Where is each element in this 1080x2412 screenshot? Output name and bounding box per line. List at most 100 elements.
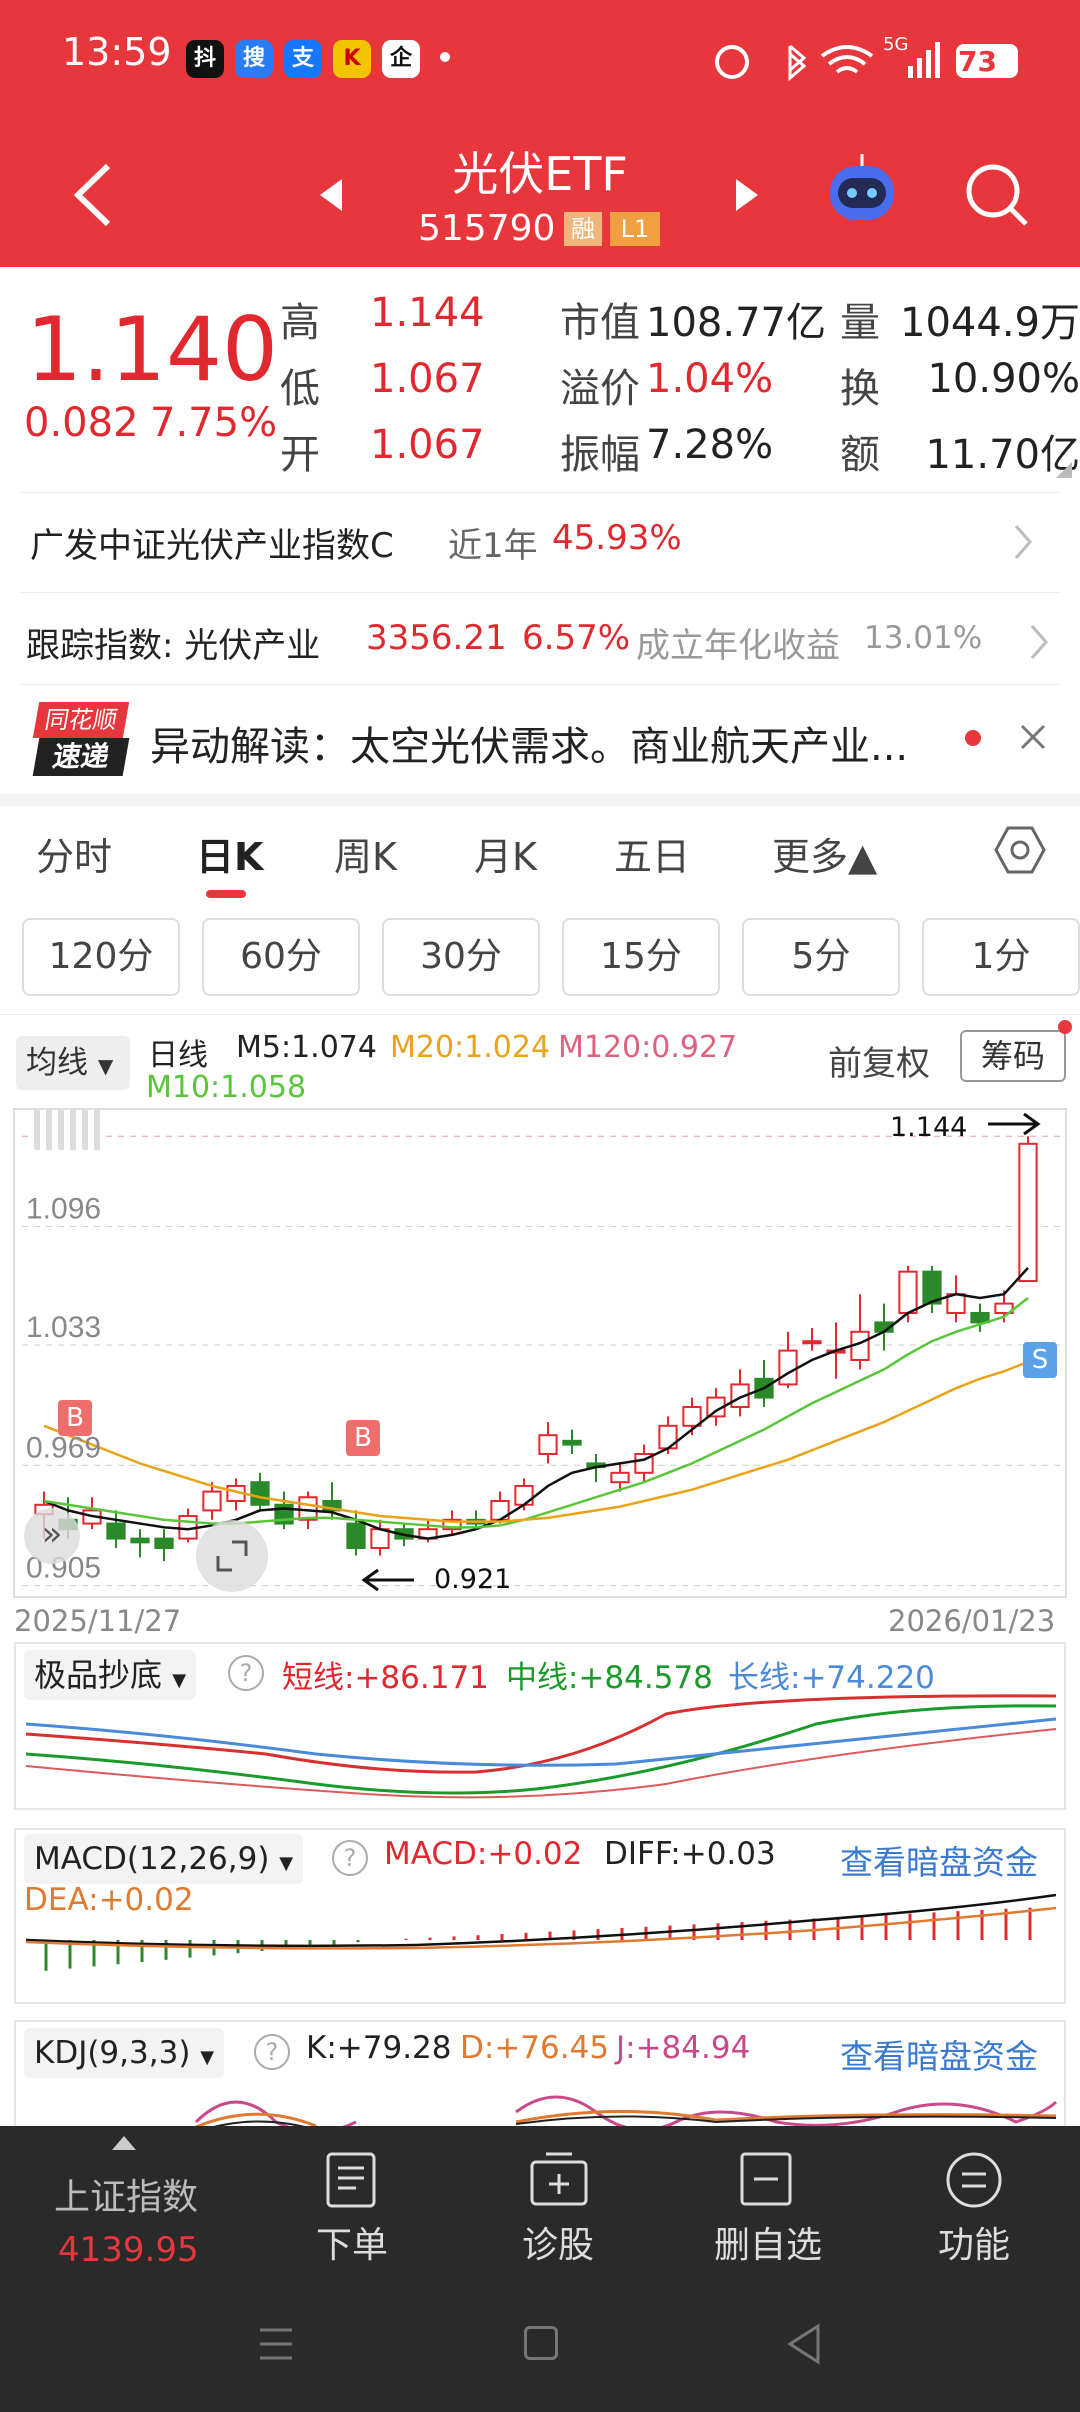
margin-badge: 融 <box>564 212 602 246</box>
tab-monthly-k[interactable]: 月K <box>474 835 537 879</box>
candle-down <box>922 1270 942 1305</box>
tab-more[interactable]: 更多▲ <box>772 835 878 879</box>
last-price: 1.140 <box>26 298 278 401</box>
robot-assistant-icon[interactable] <box>822 152 902 232</box>
arrow-right-icon <box>988 1112 1041 1136</box>
candle-up <box>778 1349 798 1386</box>
news-headline[interactable]: 异动解读：太空光伏需求。商业航天产业... <box>150 724 909 770</box>
seg-120min[interactable]: 120分 <box>22 918 180 996</box>
app-header: 13:59 抖 搜 支 K 企 5G 73 光伏ETF 515790 融 L1 <box>0 0 1080 267</box>
high-label: 1.144 <box>890 1112 968 1143</box>
seg-5min[interactable]: 5分 <box>742 918 900 996</box>
indicator-1-select[interactable]: 极品抄底 ▼ <box>24 1650 197 1700</box>
seg-1min[interactable]: 1分 <box>922 918 1080 996</box>
status-time: 13:59 <box>62 30 172 74</box>
stat-label: 溢价 <box>560 366 640 412</box>
corner-expand-icon[interactable] <box>1056 462 1072 478</box>
stock-code: 515790 <box>418 208 556 249</box>
candle-up <box>1018 1142 1038 1283</box>
next-stock-button[interactable] <box>732 175 762 215</box>
index-name[interactable]: 上证指数 <box>54 2177 199 2218</box>
tab-daily-k[interactable]: 日K <box>196 835 264 879</box>
stat-value: 10.90% <box>927 356 1080 402</box>
tab-five-day[interactable]: 五日 <box>614 835 691 879</box>
seg-60min[interactable]: 60分 <box>202 918 360 996</box>
ind1-mid: 中线:+84.578 <box>506 1660 713 1696</box>
sell-marker-icon[interactable]: S <box>1023 1342 1057 1378</box>
unread-dot-icon <box>965 730 981 746</box>
tab-timeshare[interactable]: 分时 <box>36 835 113 879</box>
settings-icon[interactable] <box>994 824 1046 876</box>
candle-down <box>154 1537 174 1550</box>
prev-stock-button[interactable] <box>316 175 346 215</box>
dark-pool-link[interactable]: 查看暗盘资金 <box>840 2037 1038 2076</box>
seg-30min[interactable]: 30分 <box>382 918 540 996</box>
candle-down <box>970 1312 990 1324</box>
low-label: 0.921 <box>434 1564 512 1595</box>
close-icon[interactable] <box>1018 722 1048 752</box>
system-recent-apps-icon[interactable] <box>256 2322 296 2366</box>
arrow-left-icon <box>361 1568 414 1592</box>
indicator-3-select[interactable]: KDJ(9,3,3) ▼ <box>24 2028 225 2078</box>
stat-label: 市值 <box>560 300 640 346</box>
seg-15min[interactable]: 15分 <box>562 918 720 996</box>
page-title: 光伏ETF <box>452 147 628 201</box>
track-index-label: 跟踪指数: 光伏产业 <box>26 626 321 666</box>
candle-down <box>250 1481 270 1506</box>
stat-label: 低 <box>280 366 320 412</box>
macd-chart <box>25 1893 1057 1971</box>
system-home-icon[interactable] <box>524 2326 558 2360</box>
ma20-value: M20:1.024 <box>390 1030 551 1065</box>
fullscreen-icon[interactable] <box>196 1520 268 1592</box>
system-back-icon[interactable] <box>784 2322 824 2366</box>
macd-panel[interactable] <box>14 1828 1066 2004</box>
expand-left-icon[interactable]: » <box>24 1508 80 1564</box>
nav-functions[interactable]: 功能 <box>937 2225 1010 2266</box>
candle-up <box>898 1270 918 1314</box>
fund-name[interactable]: 广发中证光伏产业指数C <box>30 526 394 566</box>
dea-value: DEA:+0.02 <box>24 1882 194 1918</box>
nav-diagnose[interactable]: 诊股 <box>521 2225 594 2266</box>
chevron-right-icon[interactable] <box>1026 622 1052 662</box>
nav-remove-favorite[interactable]: 删自选 <box>713 2225 822 2266</box>
search-app-icon: 搜 <box>235 40 273 78</box>
chip-button[interactable]: 筹码 <box>960 1030 1066 1082</box>
tiktok-icon: 抖 <box>186 40 224 78</box>
qq-icon: 企 <box>382 40 420 78</box>
search-icon[interactable] <box>962 160 1032 230</box>
tab-weekly-k[interactable]: 周K <box>334 835 397 879</box>
adjust-mode[interactable]: 前复权 <box>828 1044 930 1084</box>
nav-order[interactable]: 下单 <box>315 2225 388 2266</box>
ma-select[interactable]: 均线 ▼ <box>16 1036 130 1090</box>
fund-period: 近1年 <box>448 526 538 566</box>
wifi-icon <box>820 45 874 74</box>
help-icon[interactable]: ? <box>254 2034 290 2070</box>
kdj-d: D:+76.45 <box>460 2030 610 2066</box>
dark-pool-link[interactable]: 查看暗盘资金 <box>840 1843 1038 1882</box>
stat-label: 高 <box>280 300 320 346</box>
y-tick-label: 1.033 <box>26 1311 101 1344</box>
buy-marker-icon[interactable]: B <box>346 1420 380 1456</box>
buy-marker-icon[interactable]: B <box>58 1400 92 1436</box>
candle-up <box>538 1434 558 1456</box>
indicator-panel-1[interactable] <box>14 1642 1066 1810</box>
order-icon <box>326 2152 376 2208</box>
chevron-right-icon[interactable] <box>1010 522 1036 562</box>
stat-label: 量 <box>840 300 880 346</box>
annual-return-value: 13.01% <box>864 620 983 656</box>
alipay-icon: 支 <box>284 40 322 78</box>
x-axis-start: 2025/11/27 <box>14 1604 182 1638</box>
candle-up <box>370 1528 390 1550</box>
stat-label: 振幅 <box>560 432 640 478</box>
indicator-2-select[interactable]: MACD(12,26,9) ▼ <box>24 1834 304 1884</box>
stat-label: 额 <box>840 432 880 478</box>
candle-up <box>994 1302 1014 1315</box>
y-tick-label: 0.969 <box>26 1431 101 1464</box>
back-button[interactable] <box>70 160 116 230</box>
candle-up <box>298 1496 318 1521</box>
candle-down <box>562 1439 582 1446</box>
help-icon[interactable]: ? <box>228 1655 264 1691</box>
expand-up-icon[interactable] <box>112 2136 136 2150</box>
help-icon[interactable]: ? <box>332 1840 368 1876</box>
